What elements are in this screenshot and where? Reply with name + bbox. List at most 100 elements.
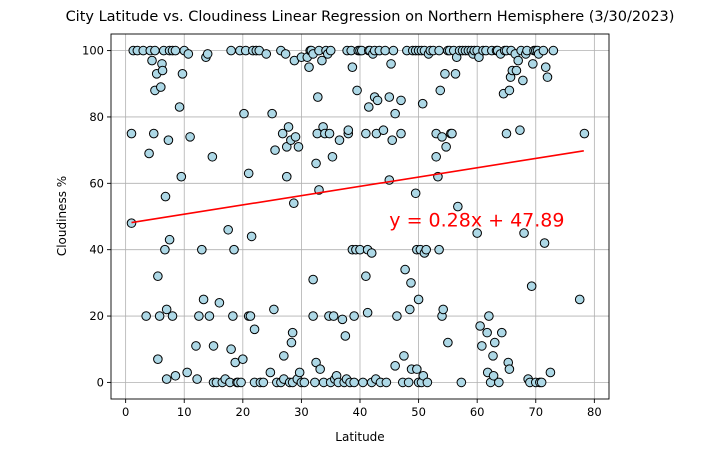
data-point [223, 224, 233, 235]
data-point [198, 294, 209, 305]
data-point [325, 45, 336, 56]
data-point [380, 45, 390, 56]
x-tick-label: 50 [411, 405, 426, 419]
y-axis-label: Cloudiness % [55, 176, 69, 256]
data-point [177, 69, 188, 79]
data-point [157, 65, 168, 76]
data-point [438, 304, 448, 315]
x-tick-label: 0 [122, 405, 129, 419]
data-point [441, 142, 451, 152]
data-point [539, 238, 550, 248]
y-tick-label: 20 [89, 309, 104, 323]
data-point [226, 344, 236, 355]
data-point [141, 311, 151, 321]
data-point [390, 108, 400, 119]
data-point [421, 244, 432, 255]
data-point [239, 108, 249, 119]
data-point [362, 307, 373, 318]
x-tick-label: 10 [177, 405, 192, 419]
data-point [381, 377, 392, 388]
data-point [214, 297, 225, 308]
data-point [311, 158, 321, 169]
data-point [236, 377, 246, 388]
x-tick-label: 20 [236, 405, 251, 419]
data-point [511, 65, 522, 76]
x-tick-label: 40 [353, 405, 368, 419]
data-point [387, 135, 398, 145]
data-point [249, 324, 260, 335]
data-point [538, 45, 549, 56]
data-point [352, 85, 362, 96]
data-point [347, 62, 358, 72]
data-point [207, 151, 218, 162]
data-point [482, 327, 492, 338]
data-point [313, 92, 323, 102]
data-point [504, 85, 515, 96]
data-point [526, 281, 537, 291]
data-point [435, 85, 446, 96]
data-point [443, 337, 453, 348]
data-point [501, 128, 512, 139]
y-tick-label: 100 [82, 44, 104, 58]
data-point [245, 311, 256, 321]
data-point [317, 55, 327, 66]
data-point [453, 201, 463, 212]
data-point [390, 361, 400, 371]
data-point [238, 354, 248, 364]
axis-ticks: 0 10 20 30 40 50 60 70 80 0 20 40 60 80 100 [82, 44, 602, 419]
data-point [304, 62, 314, 72]
y-tick-label: 60 [89, 176, 104, 190]
data-point [270, 145, 280, 155]
data-point [192, 374, 202, 384]
data-point [202, 49, 213, 59]
data-point [126, 128, 137, 139]
regression-equation: y = 0.28x + 47.89 [389, 209, 564, 231]
data-point [258, 377, 269, 388]
data-point [456, 377, 467, 388]
data-point [488, 370, 499, 381]
data-point [472, 228, 482, 238]
data-point [170, 370, 181, 381]
data-point [349, 311, 359, 321]
data-point [366, 248, 377, 258]
x-tick-label: 30 [294, 405, 309, 419]
regression-layer [131, 150, 584, 224]
data-point [246, 231, 257, 242]
data-point [412, 364, 422, 374]
data-point [399, 351, 409, 361]
data-point [405, 304, 415, 315]
data-point [191, 341, 201, 351]
data-point [228, 311, 238, 321]
data-point [484, 311, 494, 321]
data-point [447, 128, 457, 139]
data-point [161, 304, 172, 315]
data-point [434, 244, 444, 255]
data-point [358, 377, 368, 388]
data-point [170, 45, 181, 56]
data-point [410, 188, 421, 199]
data-point [126, 218, 137, 228]
chart-title: City Latitude vs. Cloudiness Linear Regr… [66, 9, 675, 25]
data-point [574, 294, 585, 305]
data-point [396, 95, 406, 106]
data-point [494, 377, 504, 388]
data-point [294, 367, 305, 378]
regression-line [131, 150, 584, 224]
data-point [540, 62, 551, 72]
data-point [361, 128, 371, 139]
data-point [349, 377, 359, 388]
data-point [280, 49, 291, 59]
data-point [208, 341, 219, 351]
data-point [548, 45, 559, 56]
data-point [277, 128, 288, 139]
data-point [150, 45, 160, 56]
data-point [308, 311, 318, 321]
data-point [288, 198, 299, 209]
grid-lines [111, 34, 609, 399]
y-tick-label: 80 [89, 110, 104, 124]
data-point [229, 244, 239, 255]
data-point [327, 151, 338, 162]
data-point [545, 367, 556, 378]
data-point [185, 132, 195, 142]
